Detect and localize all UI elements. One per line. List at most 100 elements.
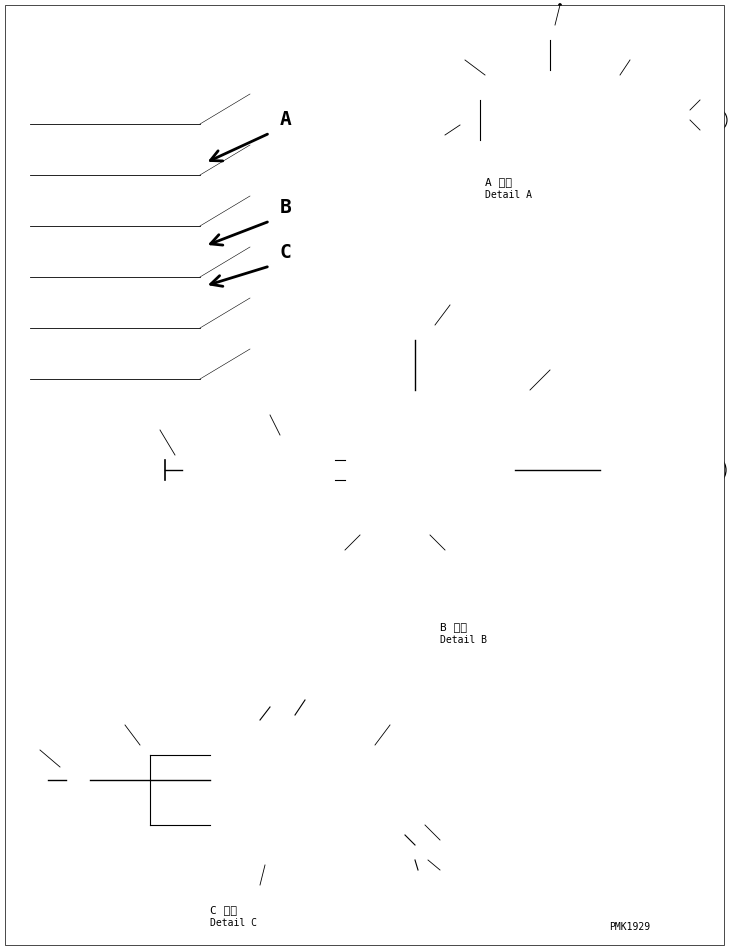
Circle shape xyxy=(306,836,314,844)
Circle shape xyxy=(397,497,403,503)
Circle shape xyxy=(226,836,234,844)
Circle shape xyxy=(393,433,407,447)
Bar xyxy=(480,85,580,155)
Circle shape xyxy=(236,771,243,778)
Circle shape xyxy=(173,349,183,359)
Ellipse shape xyxy=(607,105,623,135)
Bar xyxy=(580,105,615,135)
Circle shape xyxy=(411,336,419,344)
Ellipse shape xyxy=(596,461,604,479)
Ellipse shape xyxy=(490,374,510,386)
Circle shape xyxy=(173,400,183,410)
Ellipse shape xyxy=(652,461,660,479)
Circle shape xyxy=(182,452,218,488)
Bar xyxy=(320,462,335,478)
Circle shape xyxy=(628,59,631,62)
Polygon shape xyxy=(345,395,485,415)
Circle shape xyxy=(212,852,218,858)
Ellipse shape xyxy=(604,461,612,479)
Polygon shape xyxy=(455,395,485,525)
Circle shape xyxy=(125,252,135,262)
Circle shape xyxy=(168,395,188,415)
Circle shape xyxy=(173,196,183,206)
Circle shape xyxy=(462,92,478,108)
Circle shape xyxy=(46,297,58,309)
Ellipse shape xyxy=(671,114,679,126)
Ellipse shape xyxy=(472,100,488,140)
Circle shape xyxy=(168,242,188,262)
Text: Detail B: Detail B xyxy=(440,635,487,645)
Ellipse shape xyxy=(154,772,162,788)
Circle shape xyxy=(543,33,557,47)
Circle shape xyxy=(367,497,373,503)
Polygon shape xyxy=(210,730,355,750)
Circle shape xyxy=(397,437,403,443)
Circle shape xyxy=(363,493,377,507)
Circle shape xyxy=(102,212,112,222)
Ellipse shape xyxy=(641,114,649,126)
Ellipse shape xyxy=(300,460,308,480)
Circle shape xyxy=(40,393,64,417)
Circle shape xyxy=(46,399,58,411)
Circle shape xyxy=(46,195,58,207)
Ellipse shape xyxy=(672,480,688,490)
Ellipse shape xyxy=(628,461,636,479)
Ellipse shape xyxy=(136,772,144,788)
Circle shape xyxy=(125,212,135,222)
Circle shape xyxy=(46,144,58,156)
Circle shape xyxy=(168,344,188,364)
Bar xyxy=(480,385,520,415)
Circle shape xyxy=(173,247,183,257)
Circle shape xyxy=(40,138,64,162)
Circle shape xyxy=(190,460,210,480)
Text: PMK1929: PMK1929 xyxy=(609,922,650,932)
Bar xyxy=(30,70,200,430)
Circle shape xyxy=(272,767,288,783)
Ellipse shape xyxy=(254,735,266,755)
Circle shape xyxy=(407,332,423,348)
Circle shape xyxy=(173,298,183,308)
Ellipse shape xyxy=(308,460,316,480)
Circle shape xyxy=(397,467,403,473)
Circle shape xyxy=(276,771,284,778)
Ellipse shape xyxy=(260,460,268,480)
Circle shape xyxy=(46,348,58,360)
Circle shape xyxy=(703,108,727,132)
Circle shape xyxy=(393,493,407,507)
Ellipse shape xyxy=(475,450,495,490)
Circle shape xyxy=(413,842,423,852)
Text: Detail C: Detail C xyxy=(210,918,257,928)
Bar xyxy=(355,780,385,820)
Ellipse shape xyxy=(651,114,659,126)
Circle shape xyxy=(367,437,373,443)
Circle shape xyxy=(363,463,377,477)
Circle shape xyxy=(40,291,64,315)
Circle shape xyxy=(66,766,94,794)
Ellipse shape xyxy=(612,461,620,479)
Polygon shape xyxy=(30,400,250,430)
Circle shape xyxy=(102,252,112,262)
Text: A: A xyxy=(280,110,292,129)
Circle shape xyxy=(168,293,188,313)
Ellipse shape xyxy=(681,114,689,126)
Circle shape xyxy=(232,767,248,783)
Circle shape xyxy=(464,59,467,62)
Polygon shape xyxy=(200,40,250,430)
Circle shape xyxy=(232,807,248,823)
Bar xyxy=(455,450,485,490)
Ellipse shape xyxy=(127,772,135,788)
Ellipse shape xyxy=(145,772,153,788)
Circle shape xyxy=(466,96,474,104)
Text: Detail A: Detail A xyxy=(485,190,532,200)
Bar xyxy=(95,202,150,272)
Circle shape xyxy=(558,4,561,7)
Text: B: B xyxy=(280,198,292,217)
Ellipse shape xyxy=(252,460,260,480)
Ellipse shape xyxy=(236,460,244,480)
Bar xyxy=(538,70,562,85)
Circle shape xyxy=(40,240,64,264)
Circle shape xyxy=(168,191,188,211)
Ellipse shape xyxy=(668,461,676,479)
Circle shape xyxy=(698,99,701,102)
Bar xyxy=(405,380,425,390)
